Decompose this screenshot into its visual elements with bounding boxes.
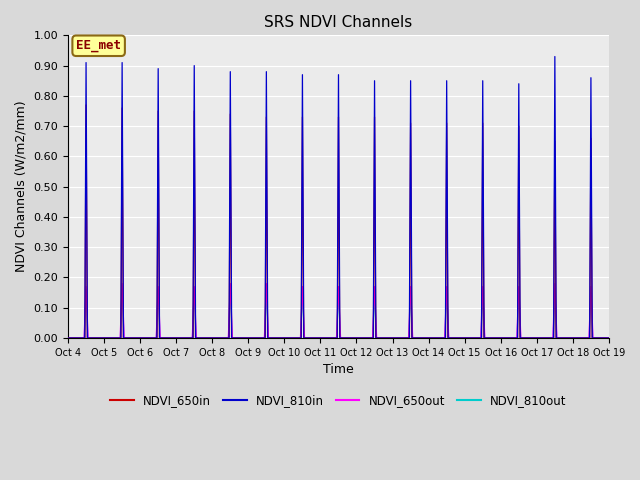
Y-axis label: NDVI Channels (W/m2/mm): NDVI Channels (W/m2/mm) <box>15 101 28 273</box>
Title: SRS NDVI Channels: SRS NDVI Channels <box>264 15 413 30</box>
Text: EE_met: EE_met <box>76 39 121 52</box>
X-axis label: Time: Time <box>323 363 354 376</box>
Legend: NDVI_650in, NDVI_810in, NDVI_650out, NDVI_810out: NDVI_650in, NDVI_810in, NDVI_650out, NDV… <box>106 389 572 412</box>
